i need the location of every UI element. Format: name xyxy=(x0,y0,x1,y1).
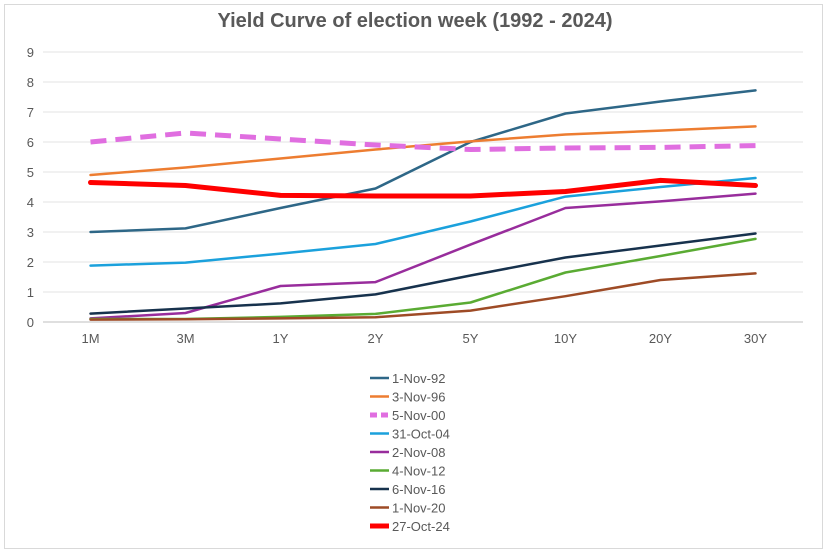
series-line-1-Nov-92 xyxy=(89,89,757,234)
legend-label: 2-Nov-08 xyxy=(392,445,445,460)
series-line-27-Oct-24 xyxy=(88,177,758,199)
legend-label: 3-Nov-96 xyxy=(392,390,445,405)
legend-item: 1-Nov-20 xyxy=(370,501,445,516)
legend-item: 3-Nov-96 xyxy=(370,390,445,405)
x-tick-label: 5Y xyxy=(463,331,479,346)
y-tick-label: 4 xyxy=(27,195,34,210)
legend-item: 2-Nov-08 xyxy=(370,445,445,460)
gridlines xyxy=(43,51,803,323)
x-tick-label: 3M xyxy=(176,331,194,346)
y-tick-label: 5 xyxy=(27,165,34,180)
x-tick-label: 2Y xyxy=(368,331,384,346)
y-tick-label: 3 xyxy=(27,225,34,240)
legend-label: 5-Nov-00 xyxy=(392,408,445,423)
x-tick-label: 30Y xyxy=(744,331,767,346)
y-axis: 0 1 2 3 4 5 6 7 8 9 xyxy=(27,45,34,330)
legend-item: 4-Nov-12 xyxy=(370,464,445,479)
legend-label: 1-Nov-92 xyxy=(392,371,445,386)
x-axis: 1M 3M 1Y 2Y 5Y 10Y 20Y 30Y xyxy=(81,331,767,346)
legend: 1-Nov-92 3-Nov-96 5-Nov-00 31-Oct-04 2-Nov-0… xyxy=(370,371,450,534)
x-tick-label: 20Y xyxy=(649,331,672,346)
y-tick-label: 6 xyxy=(27,135,34,150)
y-tick-label: 0 xyxy=(27,315,34,330)
legend-item: 31-Oct-04 xyxy=(370,427,450,442)
y-tick-label: 8 xyxy=(27,75,34,90)
legend-item: 1-Nov-92 xyxy=(370,371,445,386)
legend-item: 5-Nov-00 xyxy=(370,408,445,423)
y-tick-label: 2 xyxy=(27,255,34,270)
legend-item: 6-Nov-16 xyxy=(370,482,445,497)
series-line-1-Nov-20 xyxy=(89,272,757,321)
series-line-31-Oct-04 xyxy=(89,176,757,267)
x-tick-label: 1Y xyxy=(273,331,289,346)
legend-item: 27-Oct-24 xyxy=(370,519,450,534)
legend-label: 4-Nov-12 xyxy=(392,464,445,479)
y-tick-label: 1 xyxy=(27,285,34,300)
legend-label: 6-Nov-16 xyxy=(392,482,445,497)
x-tick-label: 10Y xyxy=(554,331,577,346)
legend-label: 31-Oct-04 xyxy=(392,427,450,442)
legend-label: 1-Nov-20 xyxy=(392,501,445,516)
series-line-6-Nov-16 xyxy=(89,232,757,315)
legend-label: 27-Oct-24 xyxy=(392,519,450,534)
chart-title: Yield Curve of election week (1992 - 202… xyxy=(218,10,613,32)
series-line-5-Nov-00 xyxy=(90,130,756,152)
y-tick-label: 9 xyxy=(27,45,34,60)
x-tick-label: 1M xyxy=(81,331,99,346)
series-lines xyxy=(88,89,758,321)
y-tick-label: 7 xyxy=(27,105,34,120)
series-line-4-Nov-12 xyxy=(89,237,757,321)
chart-frame xyxy=(4,4,823,549)
